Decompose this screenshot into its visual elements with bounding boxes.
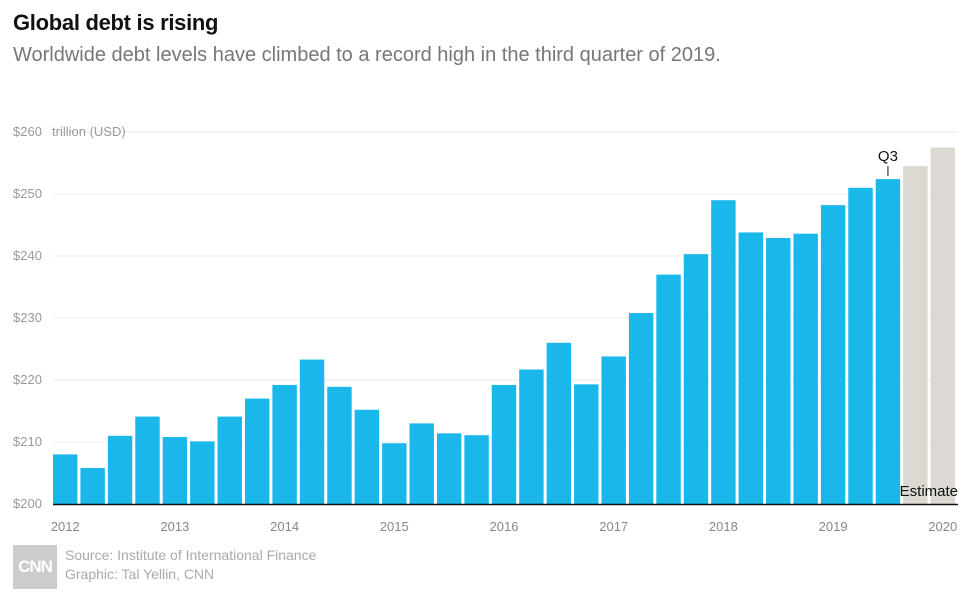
x-tick-label: 2013 [160,519,189,534]
chart-subtitle: Worldwide debt levels have climbed to a … [13,44,721,66]
bar [491,384,517,504]
bar [409,423,434,504]
debt-bar-chart: $200 $210 $220 $230 $240 $250 $260 trillion (US… [13,124,958,534]
bar [107,435,133,504]
bar [793,233,818,504]
bar [574,384,599,504]
x-tick-label: 2015 [380,519,409,534]
bar [683,254,709,504]
bar [217,416,242,504]
x-tick-label: 2017 [599,519,628,534]
y-tick-label: $210 [13,434,42,449]
bar [519,369,544,504]
y-tick-label: $250 [13,186,42,201]
y-unit-label: trillion (USD) [52,124,126,139]
bar [299,359,325,504]
bar [53,454,78,504]
y-tick-label: $220 [13,372,42,387]
bar [135,416,160,504]
credits: Source: Institute of International Finan… [65,546,316,584]
bar [628,313,654,504]
x-tick-label: 2014 [270,519,299,534]
bar [766,238,791,504]
bar [820,205,846,504]
graphic-credit: Graphic: Tal Yellin, CNN [65,566,215,582]
estimate-label: Estimate [900,483,958,500]
bar [162,437,188,504]
x-tick-label: 2016 [490,519,519,534]
bar [656,274,681,504]
bar [546,342,572,504]
estimate-bar [903,166,928,504]
x-tick-label: 2018 [709,519,738,534]
bar [272,384,297,504]
bar [190,441,215,504]
bar [848,187,873,505]
y-tick-label: $240 [13,248,42,263]
bar [382,443,407,504]
source-text: Source: Institute of International Finan… [65,547,317,563]
bar [601,356,626,504]
x-tick-label: 2019 [819,519,848,534]
chart-title: Global debt is rising [13,10,219,35]
x-tick-label: 2020 [928,519,957,534]
bar [436,433,462,504]
bar [711,200,736,504]
y-tick-label: $200 [13,496,42,511]
bar [327,386,352,504]
q3-label: Q3 [878,148,898,165]
y-tick-label: $260 [13,124,42,139]
bar [354,409,380,504]
cnn-logo: CNN [13,545,57,589]
bar [464,435,489,504]
estimate-bar [930,147,955,504]
bar [80,468,105,504]
y-tick-label: $230 [13,310,42,325]
bar [738,232,764,504]
bar [244,398,270,504]
bar [875,179,901,504]
x-tick-label: 2012 [51,519,80,534]
